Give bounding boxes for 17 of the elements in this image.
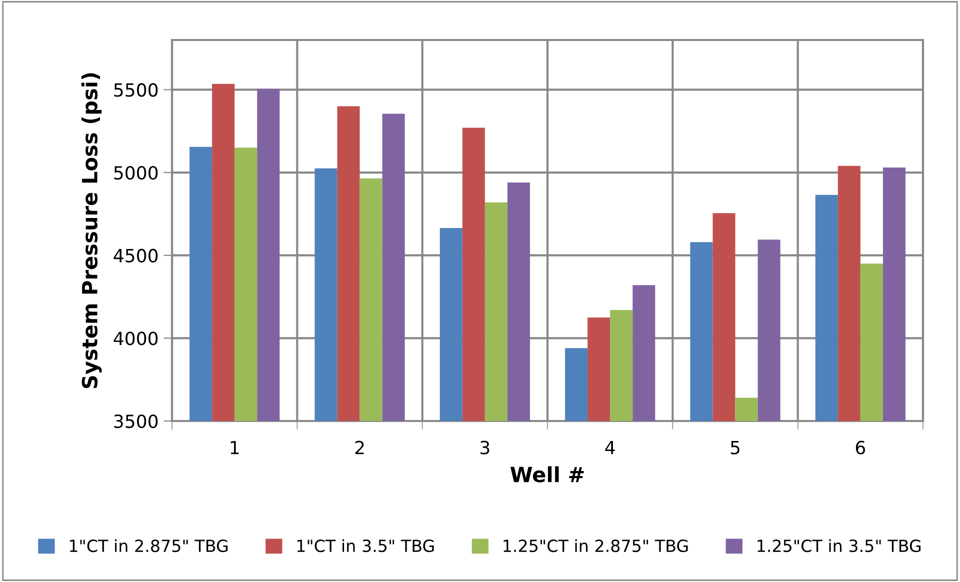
y-tick-label: 4500 xyxy=(114,248,158,262)
y-tick-label: 4000 xyxy=(114,332,158,346)
legend-label: 1"CT in 3.5" TBG xyxy=(297,539,434,552)
legend-label: 1.25"CT in 2.875" TBG xyxy=(504,539,688,552)
y-tick-label: 5500 xyxy=(114,83,158,97)
x-tick-label: 2 xyxy=(355,440,364,454)
x-tick-label: 1 xyxy=(230,441,239,454)
legend-label: 1"CT in 2.875" TBG xyxy=(70,539,228,552)
y-tick-label: 5000 xyxy=(114,166,158,180)
x-tick-label: 4 xyxy=(605,441,615,454)
legend-label: 1.25"CT in 3.5" TBG xyxy=(758,539,921,552)
x-axis-title: Well # xyxy=(510,466,584,482)
y-axis-title: System Pressure Loss (psi) xyxy=(81,73,102,388)
x-tick-label: 3 xyxy=(480,440,490,454)
x-tick-label: 5 xyxy=(730,441,740,454)
x-tick-label: 6 xyxy=(856,440,866,454)
y-tick-label: 3500 xyxy=(114,414,158,428)
